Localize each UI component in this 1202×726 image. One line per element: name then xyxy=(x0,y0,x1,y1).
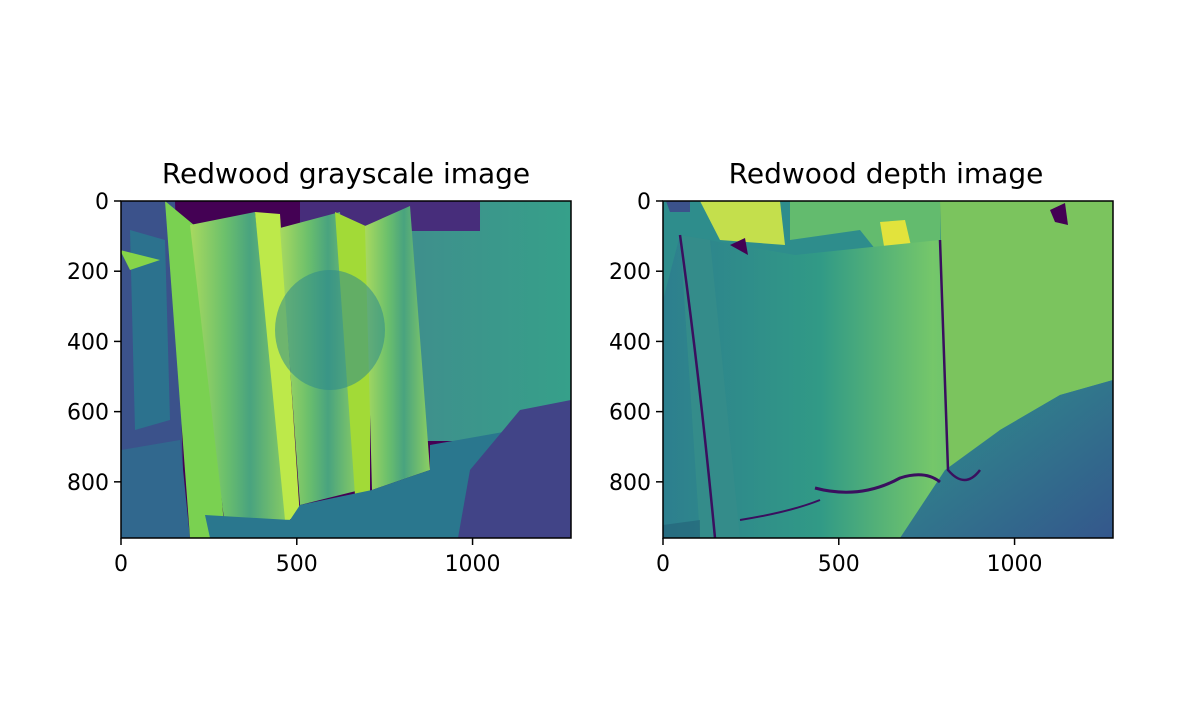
grayscale-ytick-label: 400 xyxy=(67,330,109,355)
depth-ytick-label: 600 xyxy=(609,401,651,426)
depth-xtick-label: 500 xyxy=(818,552,860,577)
grayscale-xtick-label: 0 xyxy=(114,552,128,577)
depth-axis-ticks: 0 500 1000 0 200 400 600 800 xyxy=(609,190,1043,577)
depth-ytick-label: 800 xyxy=(609,471,651,496)
depth-ytick-label: 200 xyxy=(609,260,651,285)
depth-xtick-label: 1000 xyxy=(987,552,1043,577)
depth-image-panel: 0 500 1000 0 200 400 600 800 Redwood depth imag… xyxy=(609,157,1114,577)
grayscale-xtick-label: 500 xyxy=(276,552,318,577)
depth-image xyxy=(663,201,1113,538)
depth-ytick-label: 400 xyxy=(609,330,651,355)
depth-title: Redwood depth image xyxy=(729,157,1044,190)
grayscale-axes-frame xyxy=(120,200,572,539)
grayscale-title: Redwood grayscale image xyxy=(162,157,530,190)
grayscale-ytick-label: 800 xyxy=(67,471,109,496)
grayscale-xtick-label: 1000 xyxy=(445,552,501,577)
grayscale-ytick-label: 600 xyxy=(67,401,109,426)
depth-ytick-label: 0 xyxy=(637,190,651,215)
grayscale-image-panel: 0 500 1000 0 200 400 600 800 Redwood grayscale … xyxy=(67,157,572,577)
depth-axes-frame xyxy=(662,200,1114,539)
grayscale-axis-ticks: 0 500 1000 0 200 400 600 800 xyxy=(67,190,501,577)
depth-xtick-label: 0 xyxy=(656,552,670,577)
grayscale-ytick-label: 200 xyxy=(67,260,109,285)
grayscale-image xyxy=(121,201,571,538)
grayscale-ytick-label: 0 xyxy=(95,190,109,215)
